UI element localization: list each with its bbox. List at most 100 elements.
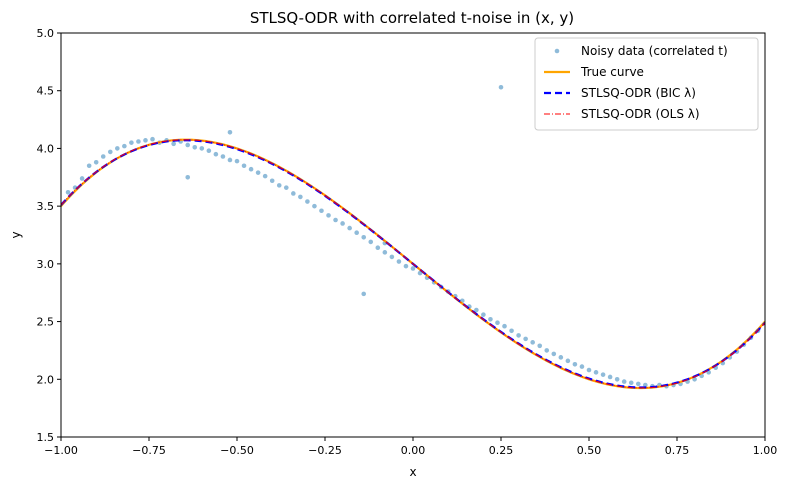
data-point xyxy=(283,185,289,190)
legend-label: True curve xyxy=(580,65,644,79)
data-point xyxy=(319,208,324,214)
data-point xyxy=(621,379,627,384)
data-point xyxy=(234,158,240,164)
data-point xyxy=(93,159,99,165)
data-point xyxy=(347,225,352,231)
y-tick-label: 2.0 xyxy=(37,373,55,386)
x-tick-label: −1.00 xyxy=(44,444,78,457)
data-point xyxy=(291,191,296,196)
data-point xyxy=(614,376,620,382)
y-axis: 1.5 2.0 2.5 3.0 3.5 4.0 4.5 5.0 xyxy=(37,27,61,444)
data-point xyxy=(227,129,233,135)
data-point xyxy=(333,217,338,223)
data-point xyxy=(628,380,634,386)
data-point xyxy=(523,336,528,342)
data-point xyxy=(150,136,155,142)
data-point xyxy=(143,138,148,143)
data-point xyxy=(65,189,71,195)
data-point xyxy=(474,307,479,313)
data-point xyxy=(122,143,127,149)
data-point xyxy=(537,343,543,349)
data-point xyxy=(361,291,367,297)
data-point xyxy=(481,312,486,317)
x-tick-label: 0.25 xyxy=(489,444,514,457)
y-tick-label: 4.5 xyxy=(37,85,55,98)
data-point xyxy=(368,239,374,245)
data-point xyxy=(129,140,134,145)
data-point xyxy=(565,358,571,364)
data-point xyxy=(382,250,388,255)
y-tick-label: 4.0 xyxy=(37,142,55,155)
data-point xyxy=(298,194,303,200)
data-point xyxy=(396,259,402,264)
y-tick-label: 3.0 xyxy=(37,258,55,271)
data-point xyxy=(572,361,578,367)
data-point xyxy=(509,328,514,334)
x-axis: −1.00 −0.75 −0.50 −0.25 0.00 0.25 0.50 0.75 1.00 xyxy=(44,437,777,457)
data-point xyxy=(305,199,310,204)
data-point xyxy=(136,139,141,144)
data-point xyxy=(488,316,493,322)
data-point xyxy=(171,141,176,147)
data-point xyxy=(241,163,247,169)
x-tick-label: 1.00 xyxy=(753,444,778,457)
data-point xyxy=(354,230,359,235)
data-point xyxy=(495,320,500,326)
data-point xyxy=(115,146,120,151)
data-point xyxy=(502,323,507,329)
data-point xyxy=(600,372,606,377)
legend-label: STLSQ-ODR (OLS λ) xyxy=(581,107,700,121)
legend-label: STLSQ-ODR (BIC λ) xyxy=(581,86,696,100)
chart-title: STLSQ-ODR with correlated t-noise in (x,… xyxy=(250,9,574,27)
data-point xyxy=(544,348,550,353)
data-point xyxy=(498,84,504,90)
data-point xyxy=(312,203,317,209)
data-point xyxy=(192,144,198,150)
data-point xyxy=(361,235,367,240)
x-tick-label: −0.50 xyxy=(220,444,254,457)
data-point xyxy=(227,157,233,163)
data-point xyxy=(403,263,409,269)
data-point xyxy=(100,154,106,159)
data-point xyxy=(220,154,226,159)
data-point xyxy=(276,183,282,188)
data-point xyxy=(206,148,212,154)
x-tick-label: 0.50 xyxy=(577,444,602,457)
data-point xyxy=(558,355,564,360)
data-point xyxy=(593,370,599,375)
data-point xyxy=(579,364,585,369)
data-point xyxy=(551,351,557,357)
x-axis-label: x xyxy=(409,465,416,479)
data-point xyxy=(607,374,613,380)
legend-marker xyxy=(554,48,560,54)
y-tick-label: 1.5 xyxy=(37,431,55,444)
data-point xyxy=(635,381,641,387)
data-point xyxy=(375,245,381,250)
data-point xyxy=(389,254,395,260)
plot-area xyxy=(61,84,765,390)
x-tick-label: −0.25 xyxy=(308,444,342,457)
legend-box xyxy=(534,37,759,131)
data-point xyxy=(185,142,191,148)
data-point xyxy=(530,340,535,345)
x-tick-label: 0.75 xyxy=(665,444,690,457)
data-point xyxy=(643,382,648,388)
data-point xyxy=(79,176,85,181)
data-point xyxy=(326,213,331,218)
data-point xyxy=(248,166,254,172)
data-point xyxy=(255,170,261,175)
x-tick-label: −0.75 xyxy=(132,444,166,457)
data-point xyxy=(213,151,219,157)
y-axis-label: y xyxy=(9,231,23,238)
y-tick-label: 3.5 xyxy=(37,200,55,213)
x-tick-label: 0.00 xyxy=(401,444,426,457)
data-point xyxy=(340,221,345,226)
legend-label: Noisy data (correlated t) xyxy=(581,44,728,58)
data-point xyxy=(586,367,592,373)
data-point xyxy=(107,149,113,155)
y-tick-label: 2.5 xyxy=(37,316,55,329)
data-point xyxy=(410,266,416,271)
data-point xyxy=(86,163,92,169)
